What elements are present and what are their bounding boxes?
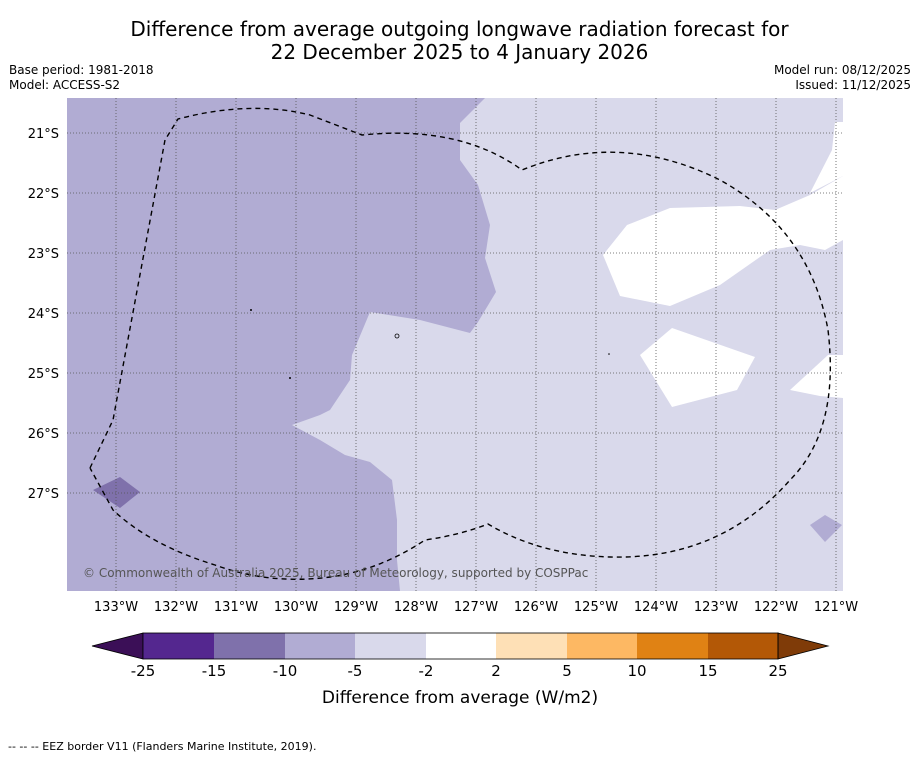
title-line-1: Difference from average outgoing longwav… — [130, 17, 789, 41]
colorbar-segment — [567, 633, 637, 659]
neutral-region-central — [640, 328, 755, 407]
lat-label: 22°S — [28, 187, 59, 202]
meta-left: Base period: 1981-2018 Model: ACCESS-S2 — [9, 63, 154, 93]
island-marker — [608, 353, 610, 355]
lat-label: 21°S — [28, 127, 59, 142]
colorbar-tick: -25 — [131, 662, 156, 680]
colorbar-segment — [143, 633, 214, 659]
lon-label: 124°W — [634, 600, 678, 615]
neutral-region-north — [603, 176, 843, 306]
lon-label: 129°W — [334, 600, 378, 615]
model-run-date: Model run: 08/12/2025 — [773, 63, 911, 77]
anomaly-patch-minus15 — [93, 477, 140, 508]
meta-right: Model run: 08/12/2025 Issued: 11/12/2025 — [774, 63, 911, 93]
title-line-2: 22 December 2025 to 4 January 2026 — [270, 40, 649, 64]
lat-label: 27°S — [28, 487, 59, 502]
colorbar-title: Difference from average (W/m2) — [322, 688, 598, 708]
anomaly-patch-southeast — [810, 515, 842, 542]
lon-label: 128°W — [394, 600, 438, 615]
footer-note: -- -- -- EEZ border V11 (Flanders Marine… — [8, 740, 317, 753]
colorbar-tick: 25 — [768, 662, 787, 680]
lat-label: 24°S — [28, 307, 59, 322]
colorbar: -25 -15 -10 -5 -2 2 5 10 15 25 Differenc… — [91, 632, 830, 708]
colorbar-segment — [355, 633, 426, 659]
colorbar-segment — [496, 633, 567, 659]
lon-label: 126°W — [514, 600, 558, 615]
map-title: Difference from average outgoing longwav… — [0, 18, 919, 64]
anomaly-region-west — [67, 98, 496, 591]
base-period: Base period: 1981-2018 — [9, 63, 154, 77]
model-name: Model: ACCESS-S2 — [9, 78, 121, 92]
lat-label: 26°S — [28, 427, 59, 442]
island-marker — [250, 309, 252, 311]
copyright-text: © Commonwealth of Australia 2025, Bureau… — [83, 566, 588, 580]
lat-label: 23°S — [28, 247, 59, 262]
colorbar-tick: 10 — [627, 662, 646, 680]
colorbar-tick: 5 — [562, 662, 572, 680]
map-panel: © Commonwealth of Australia 2025, Bureau… — [67, 98, 843, 591]
colorbar-segment — [708, 633, 778, 659]
lon-label: 133°W — [94, 600, 138, 615]
neutral-region-northeast — [810, 122, 843, 193]
colorbar-segment — [214, 633, 285, 659]
colorbar-tick: -15 — [202, 662, 227, 680]
lon-label: 123°W — [694, 600, 738, 615]
colorbar-segment — [285, 633, 355, 659]
colorbar-tick: -2 — [419, 662, 434, 680]
colorbar-extend-low — [91, 632, 144, 660]
lon-label: 122°W — [754, 600, 798, 615]
colorbar-extend-high — [777, 632, 830, 660]
eez-border — [89, 107, 831, 580]
lat-labels: 21°S 22°S 23°S 24°S 25°S 26°S 27°S — [28, 127, 59, 502]
colorbar-tick: -5 — [348, 662, 363, 680]
lat-label: 25°S — [28, 367, 59, 382]
lon-label: 130°W — [274, 600, 318, 615]
island-marker — [394, 333, 400, 339]
issued-date: Issued: 11/12/2025 — [795, 78, 911, 92]
lon-label: 121°W — [814, 600, 858, 615]
lon-labels: 133°W 132°W 131°W 130°W 129°W 128°W 127°… — [94, 600, 858, 615]
colorbar-segment — [637, 633, 708, 659]
colorbar-tick: 2 — [491, 662, 501, 680]
island-marker — [289, 377, 291, 379]
lon-label: 127°W — [454, 600, 498, 615]
lon-label: 125°W — [574, 600, 618, 615]
lon-label: 131°W — [214, 600, 258, 615]
colorbar-tick: 15 — [698, 662, 717, 680]
colorbar-segment — [426, 633, 496, 659]
colorbar-tick: -10 — [273, 662, 298, 680]
lon-label: 132°W — [154, 600, 198, 615]
graticule — [67, 98, 843, 591]
colorbar-frame — [142, 632, 779, 660]
